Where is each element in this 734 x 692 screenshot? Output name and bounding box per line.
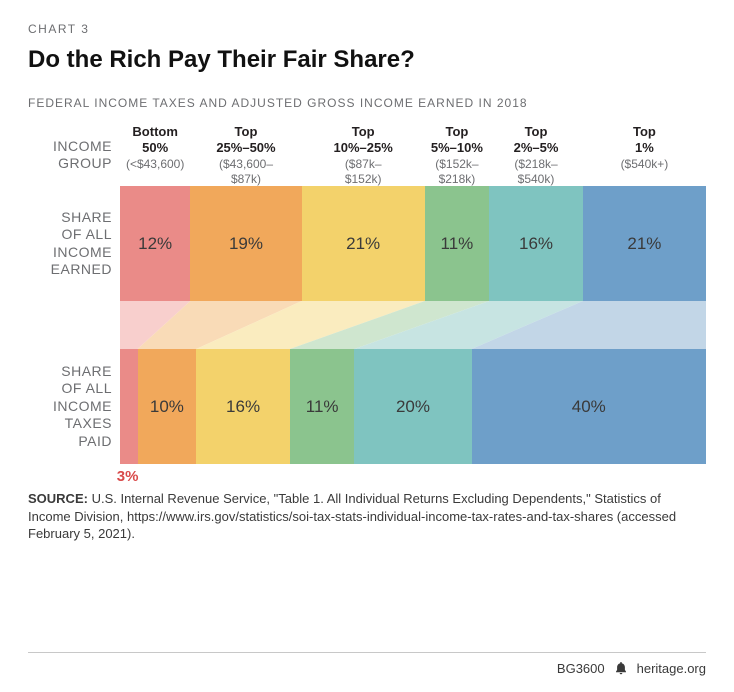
group-range: ($87k–$152k) xyxy=(302,157,425,186)
group-range: (<$43,600) xyxy=(120,157,190,171)
row-label-income-group: INCOMEGROUP xyxy=(28,124,112,186)
segment-income-earned: 12% xyxy=(120,186,190,301)
group-range: ($218k–$540k) xyxy=(489,157,583,186)
header-cell: Top25%–50%($43,600–$87k) xyxy=(190,124,301,186)
group-label-l1: Top xyxy=(489,124,583,140)
row-label-taxes-paid: SHAREOF ALLINCOMETAXESPAID xyxy=(28,349,112,464)
header-cell: Top2%–5%($218k–$540k) xyxy=(489,124,583,186)
segment-taxes-paid: 10% xyxy=(138,349,197,464)
group-label-l1: Top xyxy=(425,124,489,140)
footer-code: BG3600 xyxy=(557,661,605,676)
segment-taxes-paid: 11% xyxy=(290,349,354,464)
group-label-l2: 2%–5% xyxy=(489,140,583,156)
segment-income-earned: 21% xyxy=(302,186,425,301)
row-label-text: SHAREOF ALLINCOMEEARNED xyxy=(51,209,112,279)
segment-income-earned: 11% xyxy=(425,186,489,301)
connector xyxy=(120,301,706,349)
segment-taxes-paid xyxy=(120,349,138,464)
header-cell: Top10%–25%($87k–$152k) xyxy=(302,124,425,186)
chart-title: Do the Rich Pay Their Fair Share? xyxy=(28,46,706,74)
bar-income-earned: 12%19%21%11%16%21% xyxy=(120,186,706,301)
group-label-l1: Top xyxy=(190,124,301,140)
group-range: ($152k–$218k) xyxy=(425,157,489,186)
group-label-l2: 50% xyxy=(120,140,190,156)
segment-taxes-paid: 20% xyxy=(354,349,471,464)
chart-area: INCOMEGROUP Bottom50%(<$43,600)Top25%–50… xyxy=(28,124,706,464)
outside-label: 3% xyxy=(117,468,139,485)
group-label-l1: Top xyxy=(302,124,425,140)
source-text: U.S. Internal Revenue Service, "Table 1.… xyxy=(28,491,676,541)
row-label-income-earned: SHAREOF ALLINCOMEEARNED xyxy=(28,186,112,301)
segment-income-earned: 21% xyxy=(583,186,706,301)
group-range: ($540k+) xyxy=(583,157,706,171)
segment-taxes-paid: 16% xyxy=(196,349,290,464)
row-label-text: SHAREOF ALLINCOMETAXESPAID xyxy=(53,363,112,451)
header-cell: Top5%–10%($152k–$218k) xyxy=(425,124,489,186)
group-label-l2: 5%–10% xyxy=(425,140,489,156)
bar-taxes-paid: 10%16%11%20%40% 3% xyxy=(120,349,706,464)
connector-spacer xyxy=(28,301,112,349)
chart-subtitle: FEDERAL INCOME TAXES AND ADJUSTED GROSS … xyxy=(28,96,706,110)
group-label-l1: Bottom xyxy=(120,124,190,140)
group-label-l2: 10%–25% xyxy=(302,140,425,156)
row-label-text: INCOMEGROUP xyxy=(53,138,112,173)
group-label-l2: 25%–50% xyxy=(190,140,301,156)
segment-income-earned: 16% xyxy=(489,186,583,301)
header-cell: Bottom50%(<$43,600) xyxy=(120,124,190,186)
source-lead: SOURCE: xyxy=(28,491,88,506)
bell-icon xyxy=(615,662,627,676)
segment-taxes-paid: 40% xyxy=(472,349,706,464)
chart-number: CHART 3 xyxy=(28,22,706,36)
header-cell: Top1%($540k+) xyxy=(583,124,706,186)
footer: BG3600 heritage.org xyxy=(28,652,706,676)
segment-income-earned: 19% xyxy=(190,186,301,301)
source-block: SOURCE: U.S. Internal Revenue Service, "… xyxy=(28,490,706,543)
footer-brand: heritage.org xyxy=(637,661,706,676)
group-range: ($43,600–$87k) xyxy=(190,157,301,186)
group-label-l2: 1% xyxy=(583,140,706,156)
header-cells: Bottom50%(<$43,600)Top25%–50%($43,600–$8… xyxy=(120,124,706,186)
group-label-l1: Top xyxy=(583,124,706,140)
